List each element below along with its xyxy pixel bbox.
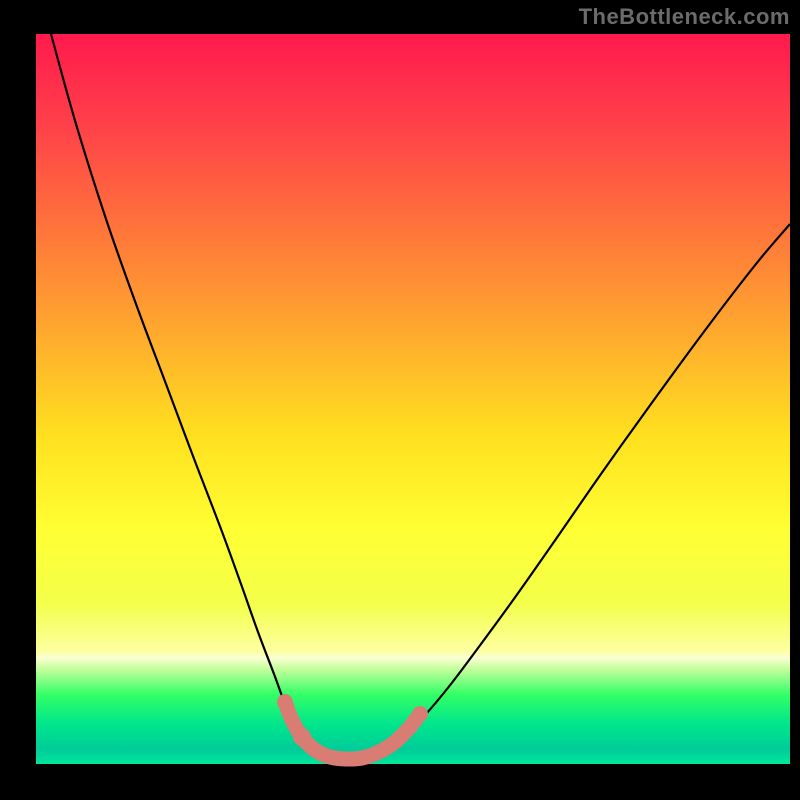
watermark-text: TheBottleneck.com — [579, 4, 790, 30]
highlight-endpoint — [412, 706, 428, 722]
bottleneck-chart — [0, 0, 800, 800]
highlight-endpoint — [293, 728, 311, 746]
chart-gradient-bg — [36, 34, 790, 764]
chart-svg — [0, 0, 800, 800]
highlight-endpoint — [277, 694, 293, 710]
